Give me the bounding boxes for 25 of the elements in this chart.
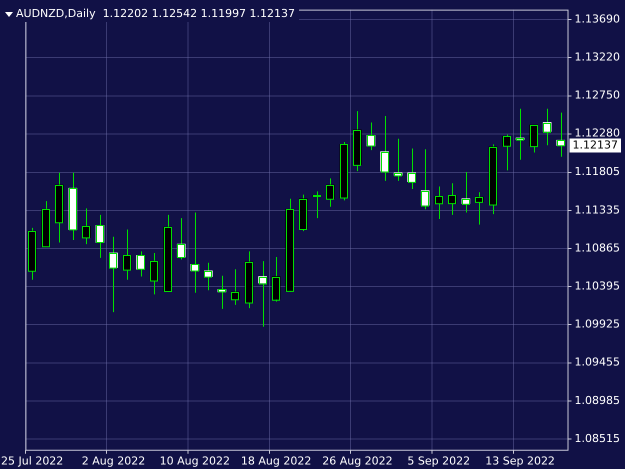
y-tick-label: 1.13690	[574, 12, 620, 26]
y-tick-label: 1.12280	[574, 126, 620, 140]
x-tick-label: 5 Sep 2022	[407, 454, 470, 468]
candlestick	[136, 250, 145, 278]
x-tick-label: 18 Aug 2022	[240, 454, 312, 468]
x-tick-label: 13 Sep 2022	[485, 454, 555, 468]
y-tick-label: 1.09925	[574, 318, 620, 331]
y-tick-label: 1.10865	[574, 241, 620, 254]
y-tick-label: 1.08985	[574, 394, 620, 407]
chart-title: AUDNZD,Daily 1.12202 1.12542 1.11997 1.12137	[16, 6, 296, 20]
y-tick-label: 1.10395	[574, 280, 620, 292]
y-tick-label: 1.09455	[574, 356, 620, 369]
y-tick-label: 1.12750	[574, 88, 620, 102]
y-tick-label: 1.11335	[574, 203, 620, 216]
y-tick-label: 1.08515	[574, 432, 620, 445]
x-tick-label: 2 Aug 2022	[82, 454, 146, 468]
x-tick-label: 10 Aug 2022	[160, 454, 230, 468]
x-tick-label: 26 Aug 2022	[322, 454, 393, 468]
candlestick	[190, 212, 200, 294]
y-tick-label: 1.13220	[574, 50, 620, 64]
x-tick-label: 25 Jul 2022	[1, 454, 64, 468]
y-tick-label: 1.11805	[574, 165, 620, 178]
candlestick	[312, 190, 322, 219]
text: 1.12137	[572, 138, 618, 152]
candlestick	[218, 275, 226, 310]
